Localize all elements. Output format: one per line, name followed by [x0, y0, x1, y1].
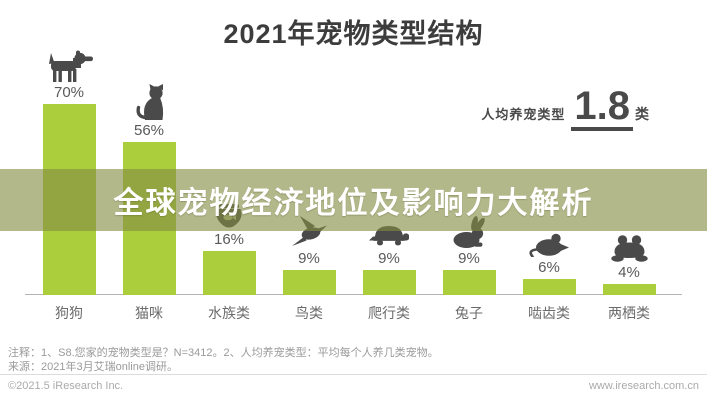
chart-column: 4%: [589, 234, 669, 295]
category-label: 猫咪: [135, 305, 163, 321]
footer-divider: [0, 374, 707, 375]
bar-value-label: 9%: [298, 250, 320, 267]
bar: [442, 270, 496, 295]
dog-icon: [44, 50, 94, 82]
chart-column: 9%: [269, 216, 349, 295]
category-label: 兔子: [455, 305, 483, 321]
copyright-text: ©2021.5 iResearch Inc.: [8, 380, 124, 392]
frog-icon: [610, 234, 648, 262]
footer: ©2021.5 iResearch Inc. www.iresearch.com…: [8, 380, 699, 392]
stat-value: 1.8: [571, 86, 633, 131]
category-label: 啮齿类: [528, 305, 570, 321]
bar-value-label: 16%: [213, 231, 245, 248]
stat-unit: 类: [635, 106, 649, 122]
website-url: www.iresearch.com.cn: [588, 380, 699, 392]
headline-text: 全球宠物经济地位及影响力大解析: [113, 187, 594, 220]
bar-value-label: 56%: [133, 122, 165, 139]
bar: [202, 251, 256, 295]
bar: [602, 284, 656, 295]
footnote-line1: 注释：1、S8.您家的宠物类型是？N=3412。2、人均养宠类型：平均每个人养几…: [8, 347, 439, 359]
bar: [522, 279, 576, 295]
bar: [362, 270, 416, 295]
footnote-line2: 来源：2021年3月艾瑞online调研。: [8, 361, 178, 373]
category-label: 水族类: [208, 305, 250, 321]
bar-value-label: 4%: [618, 264, 640, 281]
turtle-icon: [369, 222, 409, 248]
stat-label: 人均养宠类型: [481, 107, 566, 122]
category-label: 爬行类: [368, 305, 410, 321]
bar-value-label: 70%: [53, 84, 85, 101]
category-label: 鸟类: [295, 305, 323, 321]
chart-column: 6%: [509, 231, 589, 295]
footnotes: 注释：1、S8.您家的宠物类型是？N=3412。2、人均养宠类型：平均每个人养几…: [8, 346, 439, 374]
avg-pet-types-stat: 人均养宠类型 1.8 类: [481, 86, 649, 131]
mouse-icon: [529, 231, 569, 257]
category-label: 狗狗: [55, 305, 83, 321]
bar-value-label: 9%: [458, 250, 480, 267]
chart-column: 9%: [429, 216, 509, 295]
page-title: 2021年宠物类型结构: [223, 19, 484, 49]
cat-icon: [130, 84, 168, 120]
headline-banner: 全球宠物经济地位及影响力大解析: [0, 169, 707, 231]
x-axis-line: [25, 294, 682, 295]
bar-value-label: 9%: [378, 250, 400, 267]
bar: [282, 270, 336, 295]
category-label: 两栖类: [608, 305, 650, 321]
chart-column: 9%: [349, 222, 429, 295]
bar-value-label: 6%: [538, 259, 560, 276]
